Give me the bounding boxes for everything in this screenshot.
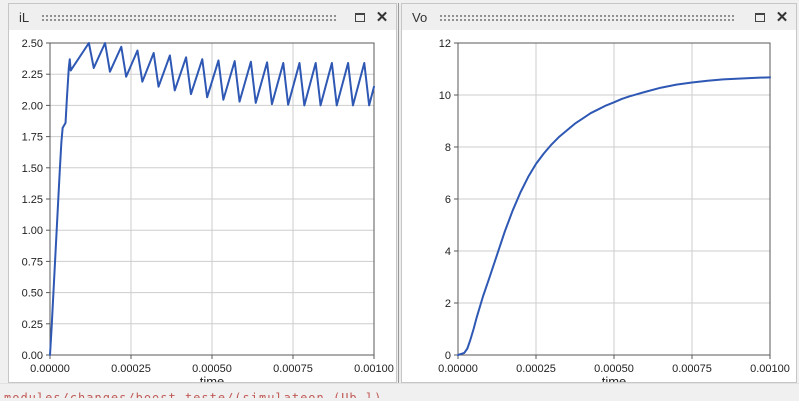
axis-tick-labels: 0 2 4 6 8 10 12 0.00000 0.00025 0.00050 0.00075 0.0… [438, 38, 790, 375]
svg-text:0.00075: 0.00075 [672, 363, 712, 375]
svg-text:0.00100: 0.00100 [750, 363, 790, 375]
waveform-trace [49, 42, 375, 356]
svg-text:0.25: 0.25 [22, 319, 43, 331]
svg-text:1.50: 1.50 [22, 163, 43, 175]
close-button[interactable]: ✕ [774, 9, 790, 25]
svg-text:10: 10 [439, 90, 451, 102]
svg-text:0.00050: 0.00050 [192, 363, 232, 375]
plot-window-vo: Vo ✕ 0 2 4 6 8 10 12 0.00000 0.00025 0.00050 0.000… [401, 3, 797, 383]
svg-text:8: 8 [445, 142, 451, 154]
svg-text:2: 2 [445, 298, 451, 310]
svg-text:0.00100: 0.00100 [354, 363, 394, 375]
svg-text:0.00000: 0.00000 [30, 363, 70, 375]
x-axis-label: time [602, 374, 627, 382]
svg-text:0.00075: 0.00075 [273, 363, 313, 375]
drag-handle-dots-icon[interactable] [439, 13, 736, 21]
maximize-icon [755, 12, 765, 22]
svg-text:0.00025: 0.00025 [111, 363, 151, 375]
svg-text:0.00000: 0.00000 [438, 363, 478, 375]
gridlines [458, 43, 770, 355]
gridlines [50, 43, 374, 355]
svg-text:2.25: 2.25 [22, 69, 43, 81]
axis-ticks [454, 42, 771, 359]
maximize-icon [355, 12, 365, 22]
svg-text:2.50: 2.50 [22, 38, 43, 50]
svg-text:0.50: 0.50 [22, 288, 43, 300]
il-chart[interactable]: 0.00 0.25 0.50 0.75 1.00 1.25 1.50 1.75 2.00 2.25… [9, 30, 396, 382]
waveform-trace [457, 76, 771, 356]
maximize-button[interactable] [352, 9, 368, 25]
axis-tick-labels: 0.00 0.25 0.50 0.75 1.00 1.25 1.50 1.75 2.00 2.25… [22, 38, 394, 375]
svg-text:1.00: 1.00 [22, 225, 43, 237]
vo-plot-area[interactable]: 0 2 4 6 8 10 12 0.00000 0.00025 0.00050 0.00075 0.0… [402, 30, 796, 382]
status-clipped-text: modules/changes/boost_teste/(simulateon … [4, 391, 383, 398]
svg-text:1.25: 1.25 [22, 194, 43, 206]
plot-window-il: iL ✕ 0.00 0.25 0.50 0.75 1.00 1.25 1.50 1.75 2.0… [8, 3, 397, 383]
svg-text:4: 4 [445, 246, 451, 258]
close-button[interactable]: ✕ [374, 9, 390, 25]
svg-text:2.00: 2.00 [22, 100, 43, 112]
svg-text:6: 6 [445, 194, 451, 206]
status-bar: modules/changes/boost_teste/(simulateon … [0, 383, 799, 398]
vo-chart[interactable]: 0 2 4 6 8 10 12 0.00000 0.00025 0.00050 0.00075 0.0… [402, 30, 796, 382]
drag-handle-dots-icon[interactable] [41, 13, 336, 21]
panel-splitter[interactable] [397, 3, 401, 383]
il-titlebar[interactable]: iL ✕ [9, 4, 396, 30]
svg-text:0.00: 0.00 [22, 350, 43, 362]
il-window-title: iL [19, 9, 30, 25]
vo-window-title: Vo [412, 9, 428, 25]
vo-titlebar[interactable]: Vo ✕ [402, 4, 796, 30]
svg-text:0.75: 0.75 [22, 256, 43, 268]
close-icon: ✕ [375, 8, 389, 26]
svg-text:0.00025: 0.00025 [516, 363, 556, 375]
plot-workspace: iL ✕ 0.00 0.25 0.50 0.75 1.00 1.25 1.50 1.75 2.0… [8, 3, 797, 383]
svg-text:0.00050: 0.00050 [594, 363, 634, 375]
svg-text:12: 12 [439, 38, 451, 50]
x-axis-label: time [200, 374, 225, 382]
svg-text:0: 0 [445, 350, 451, 362]
close-icon: ✕ [775, 8, 789, 26]
maximize-button[interactable] [752, 9, 768, 25]
svg-text:1.75: 1.75 [22, 132, 43, 144]
il-plot-area[interactable]: 0.00 0.25 0.50 0.75 1.00 1.25 1.50 1.75 2.00 2.25… [9, 30, 396, 382]
